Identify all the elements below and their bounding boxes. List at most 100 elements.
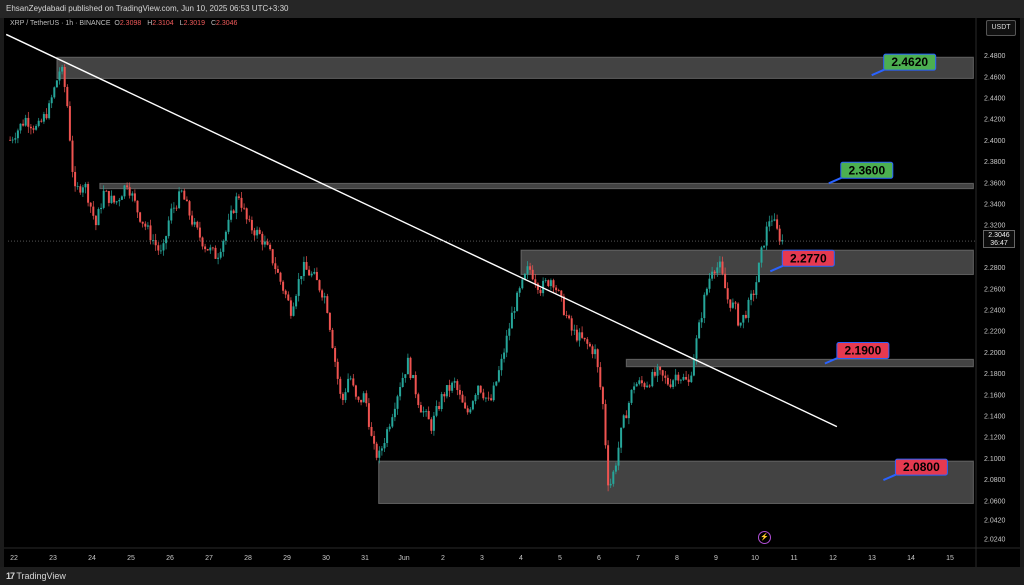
- candle-body: [536, 283, 539, 290]
- candle-body: [9, 139, 12, 141]
- y-tick-label: 2.1400: [984, 414, 1006, 421]
- publisher-text: EhsanZeydabadi published on TradingView.…: [6, 4, 289, 13]
- candle-body: [152, 240, 155, 241]
- candle-body: [370, 426, 373, 436]
- y-tick-label: 2.3200: [984, 223, 1006, 230]
- y-tick-label: 2.4000: [984, 138, 1006, 145]
- x-tick-label: 23: [49, 555, 57, 562]
- candle-body: [497, 370, 500, 382]
- lightning-icon[interactable]: ⚡: [758, 531, 771, 544]
- candle-body: [677, 374, 680, 381]
- x-tick-label: 22: [10, 555, 18, 562]
- candle-body: [705, 288, 708, 295]
- candle-body: [300, 276, 303, 280]
- candle-body: [425, 410, 428, 412]
- candle-body: [604, 404, 607, 446]
- candle-body: [620, 427, 623, 448]
- candle-body: [469, 409, 472, 413]
- candle-body: [534, 279, 537, 284]
- x-tick-label: 8: [675, 555, 679, 562]
- candle-body: [388, 426, 391, 430]
- currency-button[interactable]: USDT: [986, 20, 1016, 36]
- candle-body: [692, 358, 695, 376]
- candle-body: [682, 377, 685, 380]
- candle-body: [237, 196, 240, 198]
- y-tick-label: 2.4400: [984, 96, 1006, 103]
- candle-body: [35, 125, 38, 130]
- candle-body: [661, 370, 664, 376]
- x-tick-label: 13: [868, 555, 876, 562]
- candle-body: [487, 397, 490, 399]
- candle-body: [633, 386, 636, 390]
- candle-body: [763, 245, 766, 248]
- candle-body: [568, 315, 571, 319]
- candle-body: [744, 314, 747, 318]
- candle-body: [315, 271, 318, 281]
- y-tick-label: 2.3800: [984, 159, 1006, 166]
- y-tick-label: 2.2000: [984, 350, 1006, 357]
- x-tick-label: 2: [441, 555, 445, 562]
- candle-body: [334, 347, 337, 362]
- chart-area[interactable]: 2.4620 2.3600 2.2770 2.1900 2.0800 2.4800 2.46…: [4, 18, 1020, 567]
- candle-body: [287, 294, 290, 301]
- candle-body: [565, 314, 568, 316]
- candle-body: [326, 296, 329, 313]
- candle-body: [695, 338, 698, 359]
- candle-body: [495, 381, 498, 386]
- y-tick-label: 2.4600: [984, 74, 1006, 81]
- candle-body: [274, 263, 277, 270]
- candle-body: [352, 378, 355, 386]
- candle-body: [100, 207, 103, 210]
- candle-body: [417, 394, 420, 406]
- price-chart[interactable]: 2.4620 2.3600 2.2770 2.1900 2.0800 2.4800 2.46…: [4, 18, 1020, 567]
- candle-body: [458, 389, 461, 395]
- candle-body: [178, 191, 181, 209]
- candle-body: [549, 280, 552, 287]
- candle-body: [539, 289, 542, 294]
- candle-body: [297, 279, 300, 296]
- low-label: L: [179, 20, 184, 27]
- candle-body: [250, 220, 253, 231]
- candle-body: [544, 280, 547, 282]
- candle-body: [113, 195, 116, 203]
- candle-body: [159, 250, 162, 252]
- candle-body: [227, 219, 230, 232]
- candle-body: [581, 332, 584, 338]
- symbol-legend: XRP / TetherUS · 1h · BINANCE O2.3098 H2…: [10, 20, 241, 27]
- x-tick-label: 26: [166, 555, 174, 562]
- candle-body: [339, 378, 342, 394]
- candle-body: [50, 97, 53, 104]
- candle-body: [292, 306, 295, 316]
- candle-body: [276, 269, 279, 273]
- candle-body: [74, 171, 77, 187]
- candle-body: [232, 210, 235, 214]
- candle-body: [261, 233, 264, 245]
- candle-body: [266, 241, 269, 245]
- candle-body: [204, 246, 207, 250]
- candle-body: [24, 117, 27, 126]
- candle-body: [302, 261, 305, 277]
- candle-body: [432, 415, 435, 431]
- candle-body: [666, 377, 669, 385]
- candle-body: [560, 290, 563, 297]
- candle-body: [448, 385, 451, 391]
- candle-body: [700, 318, 703, 323]
- candle-body: [141, 221, 144, 224]
- candle-body: [222, 240, 225, 252]
- candle-body: [123, 185, 126, 197]
- candle-body: [672, 380, 675, 388]
- footer-bar: 17 TradingView: [0, 567, 1024, 585]
- candle-body: [419, 405, 422, 413]
- candle-body: [594, 349, 597, 355]
- candle-body: [219, 251, 222, 258]
- support-resistance-zone: [520, 249, 974, 276]
- candle-body: [679, 379, 682, 381]
- candle-body: [477, 385, 480, 395]
- candle-body: [635, 383, 638, 387]
- candle-body: [547, 280, 550, 287]
- candle-body: [578, 332, 581, 341]
- candle-body: [648, 385, 651, 387]
- candle-body: [555, 287, 558, 291]
- candle-body: [625, 415, 628, 419]
- candle-body: [757, 262, 760, 283]
